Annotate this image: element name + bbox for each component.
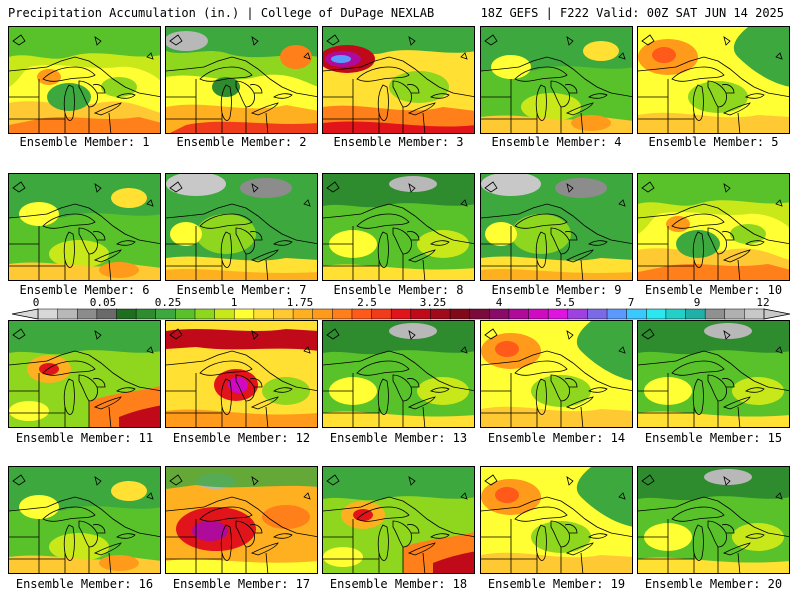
member-label: Ensemble Member: 8 — [333, 283, 464, 297]
ensemble-map-panel[interactable] — [322, 173, 475, 281]
member-label: Ensemble Member: 4 — [491, 135, 622, 149]
colorbar-swatch — [214, 308, 235, 320]
colorbar-tick-label: 0.05 — [89, 296, 117, 309]
colorbar-tick-label: 5.5 — [555, 296, 575, 309]
ensemble-map-panel[interactable] — [480, 320, 633, 428]
ensemble-map-panel[interactable] — [322, 26, 475, 134]
run-valid-time: 18Z GEFS | F222 Valid: 00Z SAT JUN 14 20… — [480, 6, 784, 20]
colorbar-tick-label: 1.75 — [286, 296, 314, 309]
colorbar-swatch — [292, 308, 314, 320]
colorbar-tick-label: 9 — [693, 296, 701, 309]
colorbar-swatch — [37, 308, 59, 320]
colorbar-swatch — [508, 308, 530, 320]
ensemble-map-panel[interactable] — [637, 320, 790, 428]
ensemble-map-panel[interactable] — [480, 26, 633, 134]
member-label: Ensemble Member: 16 — [15, 577, 154, 591]
colorbar-swatch — [704, 308, 726, 320]
ensemble-map-panel[interactable] — [8, 320, 161, 428]
member-label: Ensemble Member: 18 — [329, 577, 468, 591]
ensemble-map-panel[interactable] — [165, 320, 318, 428]
colorbar-swatch — [449, 308, 471, 320]
colorbar-swatch — [332, 308, 353, 320]
colorbar-swatch — [76, 308, 98, 320]
colorbar-swatch — [626, 308, 648, 320]
colorbar-swatch — [135, 308, 157, 320]
colorbar-swatch — [587, 308, 608, 320]
colorbar-swatch — [410, 308, 432, 320]
colorbar-swatch — [233, 308, 255, 320]
colorbar-swatch — [489, 308, 510, 320]
ensemble-map-panel[interactable] — [480, 173, 633, 281]
colorbar-tick-label: 7 — [627, 296, 635, 309]
ensemble-map-panel[interactable] — [480, 466, 633, 574]
member-label: Ensemble Member: 3 — [333, 135, 464, 149]
member-label: Ensemble Member: 15 — [644, 431, 783, 445]
ensemble-map-panel[interactable] — [637, 173, 790, 281]
member-label: Ensemble Member: 7 — [176, 283, 307, 297]
member-label: Ensemble Member: 20 — [644, 577, 783, 591]
ensemble-map-panel[interactable] — [8, 173, 161, 281]
ensemble-map-panel[interactable] — [165, 173, 318, 281]
colorbar-swatch — [528, 308, 549, 320]
member-label: Ensemble Member: 14 — [487, 431, 626, 445]
colorbar-swatch — [469, 308, 491, 320]
member-label: Ensemble Member: 19 — [487, 577, 626, 591]
member-label: Ensemble Member: 12 — [172, 431, 311, 445]
colorbar-swatch — [665, 308, 687, 320]
member-label: Ensemble Member: 10 — [644, 283, 783, 297]
colorbar-tick-label: 0 — [32, 296, 40, 309]
colorbar-tick-label: 0.25 — [154, 296, 182, 309]
ensemble-map-panel[interactable] — [322, 466, 475, 574]
member-label: Ensemble Member: 13 — [329, 431, 468, 445]
colorbar-swatch — [606, 308, 628, 320]
ensemble-map-panel[interactable] — [637, 466, 790, 574]
ensemble-map-panel[interactable] — [8, 26, 161, 134]
ensemble-map-panel[interactable] — [165, 466, 318, 574]
colorbar-swatch — [253, 308, 275, 320]
member-label: Ensemble Member: 1 — [19, 135, 150, 149]
colorbar-tick-label: 12 — [756, 296, 770, 309]
colorbar-swatch — [273, 308, 294, 320]
colorbar-left-arrow — [11, 308, 39, 320]
ensemble-map-panel[interactable] — [165, 26, 318, 134]
colorbar-swatch — [685, 308, 706, 320]
colorbar-swatch — [724, 308, 746, 320]
colorbar-swatch — [430, 308, 451, 320]
precip-colorbar — [11, 308, 791, 320]
colorbar-swatch — [194, 308, 216, 320]
member-label: Ensemble Member: 2 — [176, 135, 307, 149]
colorbar-tick-label: 1 — [230, 296, 238, 309]
colorbar-swatch — [547, 308, 569, 320]
member-label: Ensemble Member: 11 — [15, 431, 154, 445]
colorbar-swatch — [96, 308, 118, 320]
colorbar-swatch — [646, 308, 667, 320]
colorbar-swatch — [155, 308, 177, 320]
colorbar-swatch — [371, 308, 392, 320]
ensemble-map-panel[interactable] — [637, 26, 790, 134]
member-label: Ensemble Member: 5 — [648, 135, 779, 149]
colorbar-swatch — [312, 308, 334, 320]
colorbar-swatch — [175, 308, 196, 320]
ensemble-map-panel[interactable] — [322, 320, 475, 428]
colorbar-swatch — [116, 308, 137, 320]
colorbar-swatch — [351, 308, 373, 320]
colorbar-right-arrow — [763, 308, 791, 320]
colorbar-tick-label: 2.5 — [357, 296, 377, 309]
map-title: Precipitation Accumulation (in.) | Colle… — [8, 6, 435, 20]
member-label: Ensemble Member: 6 — [19, 283, 150, 297]
member-label: Ensemble Member: 9 — [491, 283, 622, 297]
colorbar-swatch — [744, 308, 765, 320]
colorbar-tick-label: 4 — [495, 296, 503, 309]
member-label: Ensemble Member: 17 — [172, 577, 311, 591]
colorbar-swatch — [390, 308, 412, 320]
colorbar-swatch — [567, 308, 589, 320]
ensemble-map-panel[interactable] — [8, 466, 161, 574]
colorbar-swatch — [57, 308, 78, 320]
colorbar-tick-label: 3.25 — [419, 296, 447, 309]
